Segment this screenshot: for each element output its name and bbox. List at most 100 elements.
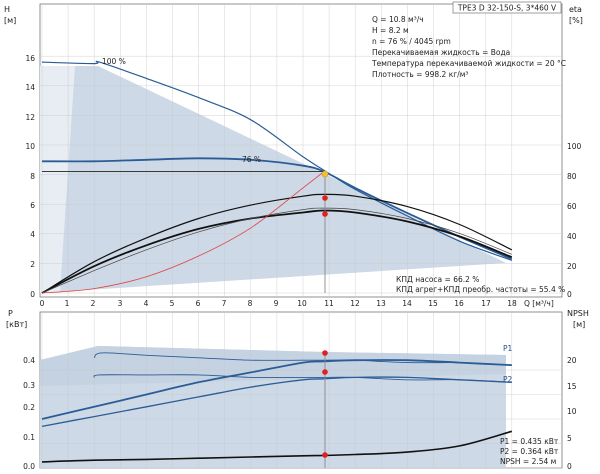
y-tick-npsh-5: 5	[567, 434, 572, 443]
axis-unit-npsh: [м]	[573, 320, 585, 329]
info-p2: P2 = 0.364 кВт	[500, 447, 559, 456]
x-tick-17: 17	[481, 299, 491, 308]
label-100-percent: 100 %	[102, 57, 126, 66]
y-tick-h-16: 16	[25, 54, 35, 63]
p1-curve	[41, 359, 512, 420]
label-p1: P1	[503, 344, 513, 353]
npsh-point	[322, 452, 328, 458]
top-grid	[40, 4, 562, 297]
label-76-percent: 76 %	[242, 155, 261, 164]
x-tick-2: 2	[91, 299, 96, 308]
eta-total-curve	[41, 209, 513, 294]
bottom-right-ticks: 0 5 10 15 20	[567, 356, 577, 471]
y-tick-h-6: 6	[30, 201, 35, 210]
duty-info: Q = 10.8 м³/ч H = 8.2 м n = 76 % / 4045 …	[371, 15, 566, 79]
p1-point	[322, 350, 328, 356]
top-right-ticks: 0 20 40 60 80 100	[567, 142, 582, 299]
model-title: TPE3 D 32-150-S, 3*460 V	[457, 4, 557, 13]
axis-unit-h: [м]	[4, 16, 16, 25]
y-tick-h-12: 12	[25, 113, 35, 122]
x-tick-16: 16	[454, 299, 464, 308]
y-tick-npsh-0: 0	[567, 462, 572, 471]
info-temperature: Температура перекачиваемой жидкости = 20…	[371, 59, 566, 68]
y-tick-h-14: 14	[25, 83, 35, 92]
x-tick-6: 6	[196, 299, 201, 308]
x-tick-18: 18	[507, 299, 517, 308]
y-tick-h-0: 0	[30, 290, 35, 299]
info-npsh: NPSH = 2.54 м	[500, 457, 556, 466]
y-tick-h-10: 10	[25, 142, 35, 151]
info-liquid: Перекачиваемая жидкость = Вода	[372, 48, 510, 57]
head-curve-76	[41, 157, 513, 260]
duty-point	[321, 170, 329, 178]
model-box	[452, 1, 562, 14]
x-tick-9: 9	[274, 299, 279, 308]
top-operating-area	[40, 66, 506, 293]
x-tick-11: 11	[324, 299, 334, 308]
p1-max-curve	[93, 352, 512, 366]
y-tick-h-2: 2	[30, 260, 35, 269]
info-density: Плотность = 998.2 кг/м³	[372, 70, 468, 79]
y-tick-h-8: 8	[30, 172, 35, 181]
bottom-curves	[41, 350, 513, 468]
info-h: H = 8.2 м	[372, 26, 409, 35]
bottom-left-ticks: 0.0 0.1 0.2 0.3 0.4	[23, 356, 35, 471]
x-tick-14: 14	[402, 299, 412, 308]
top-left-ticks: 0 2 4 6 8 10 12 14 16	[25, 54, 35, 299]
eta-total-point	[322, 211, 328, 217]
x-tick-1: 1	[65, 299, 70, 308]
eta-pump-point	[322, 195, 328, 201]
axis-title-npsh: NPSH	[567, 309, 589, 318]
y-tick-p-0.3: 0.3	[23, 381, 35, 390]
y-tick-eta-80: 80	[567, 172, 577, 181]
x-tick-5: 5	[170, 299, 175, 308]
top-operating-area-shadow	[40, 66, 75, 293]
y-tick-npsh-20: 20	[567, 356, 577, 365]
bottom-panel: P1 P2 0.0 0.1 0.2 0.3 0.4 0 5 10 15 20 P…	[6, 309, 589, 471]
label-p2: P2	[503, 375, 513, 384]
x-tick-15: 15	[428, 299, 438, 308]
x-tick-4: 4	[144, 299, 149, 308]
x-tick-12: 12	[350, 299, 360, 308]
axis-title-h: H	[4, 5, 10, 14]
y-tick-npsh-10: 10	[567, 407, 577, 416]
y-tick-eta-40: 40	[567, 232, 577, 241]
npsh-curve	[41, 430, 513, 463]
x-tick-8: 8	[248, 299, 253, 308]
p2-point	[322, 369, 328, 375]
y-tick-eta-100: 100	[567, 142, 582, 151]
info-n: n = 76 % / 4045 rpm	[372, 37, 451, 46]
y-tick-p-0.1: 0.1	[23, 433, 35, 442]
y-tick-eta-20: 20	[567, 262, 577, 271]
y-tick-npsh-15: 15	[567, 382, 577, 391]
axis-title-eta: eta	[569, 5, 582, 14]
info-eta-pump: КПД насоса = 66.2 %	[396, 275, 479, 284]
axis-unit-eta: [%]	[569, 16, 583, 25]
axis-title-p: P	[8, 309, 13, 318]
p2-curve	[41, 376, 512, 428]
p2-max-curve	[93, 374, 512, 383]
info-q: Q = 10.8 м³/ч	[372, 15, 424, 24]
head-curve-100	[41, 60, 513, 261]
x-tick-0: 0	[40, 299, 45, 308]
y-tick-p-0.4: 0.4	[23, 356, 35, 365]
x-tick-10: 10	[297, 299, 307, 308]
y-tick-p-0.2: 0.2	[23, 403, 35, 412]
eta-pump-curve	[41, 193, 513, 294]
x-axis-title: Q [м³/ч]	[524, 299, 554, 308]
top-curves	[41, 60, 513, 294]
bottom-grid	[40, 312, 562, 469]
x-axis-ticks: 0 1 2 3 4 5 6 7 8 9 10 11 12 13 14 15 16…	[40, 299, 554, 308]
axis-unit-p: [кВт]	[6, 320, 27, 329]
info-eta-total: КПД агрег+КПД преобр. частоты = 55.4 %	[396, 285, 565, 294]
y-tick-h-4: 4	[30, 230, 35, 239]
eta-aux-curve	[41, 207, 512, 294]
x-tick-3: 3	[118, 299, 123, 308]
system-curve	[41, 171, 325, 294]
top-panel: 100 % 76 % 0 2 4 6 8 10 12 14 16 0 20 40…	[4, 1, 583, 299]
x-tick-13: 13	[376, 299, 386, 308]
y-tick-eta-0: 0	[567, 290, 572, 299]
y-tick-p-0: 0.0	[23, 462, 35, 471]
x-tick-7: 7	[222, 299, 227, 308]
